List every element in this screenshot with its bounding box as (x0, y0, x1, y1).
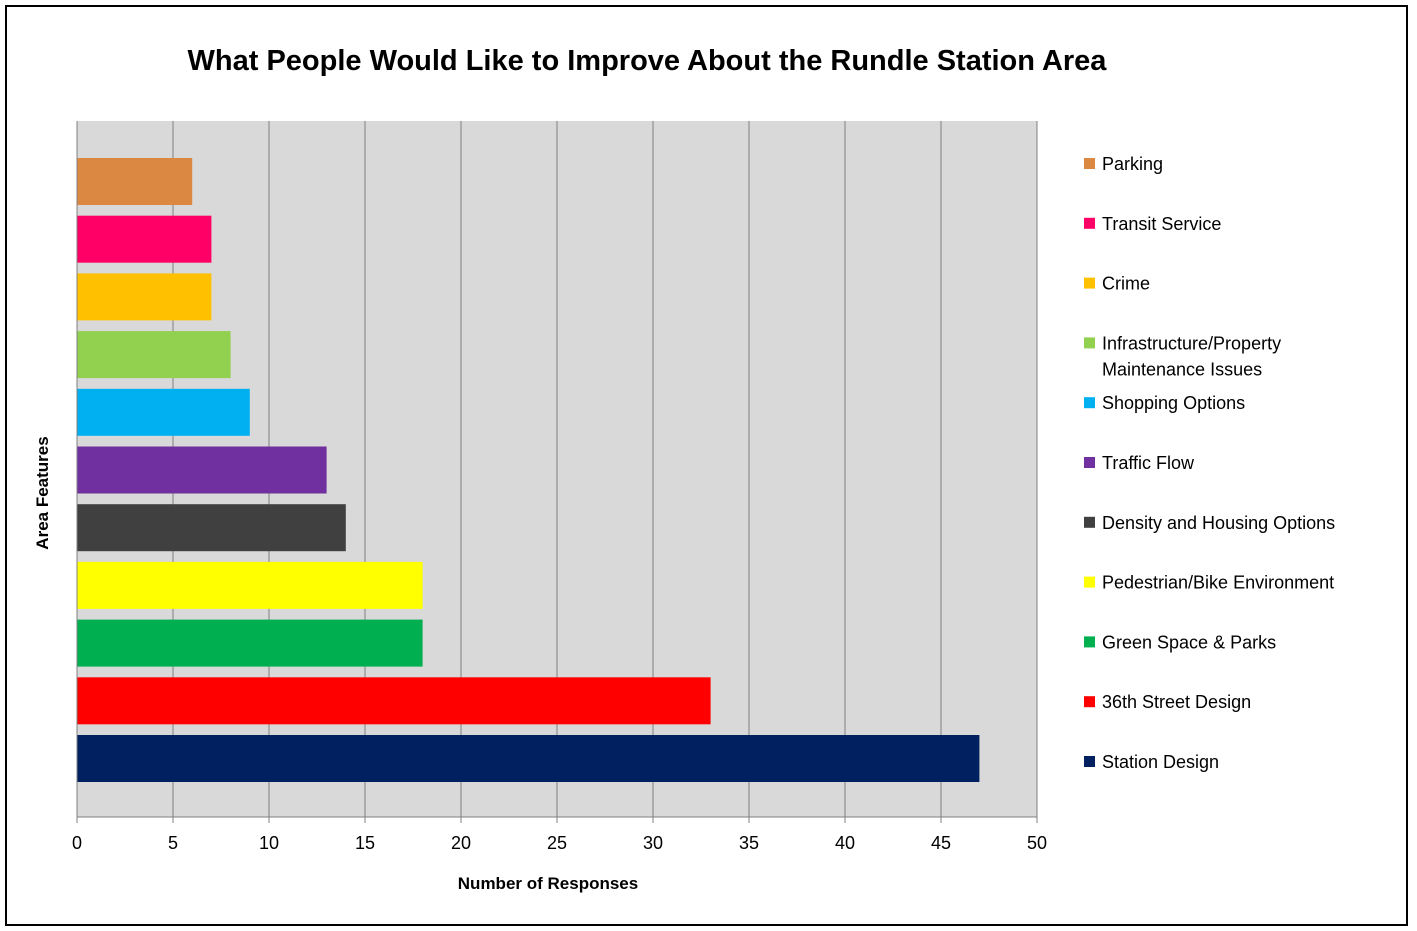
bar-crime (77, 273, 211, 320)
x-tick-label-30: 30 (643, 833, 663, 853)
legend-label-36th-street-design: 36th Street Design (1102, 692, 1251, 712)
legend-swatch-crime (1084, 278, 1095, 289)
legend-label-density-and-housing-options: Density and Housing Options (1102, 513, 1335, 533)
legend-label-shopping-options: Shopping Options (1102, 393, 1245, 413)
bar-chart: What People Would Like to Improve About … (7, 7, 1410, 928)
legend-swatch-shopping-options (1084, 397, 1095, 408)
bar-parking (77, 158, 192, 205)
bar-density-and-housing-options (77, 504, 346, 551)
legend-swatch-36th-street-design (1084, 696, 1095, 707)
legend-label-traffic-flow: Traffic Flow (1102, 453, 1195, 473)
legend-swatch-station-design (1084, 756, 1095, 767)
x-tick-label-5: 5 (168, 833, 178, 853)
legend-swatch-density-and-housing-options (1084, 517, 1095, 528)
legend-label-pedestrian-bike-environment: Pedestrian/Bike Environment (1102, 573, 1334, 593)
legend-swatch-pedestrian-bike-environment (1084, 577, 1095, 588)
bar-traffic-flow (77, 447, 327, 494)
bar-transit-service (77, 216, 211, 263)
legend-label-crime: Crime (1102, 274, 1150, 294)
x-axis-title: Number of Responses (458, 874, 638, 893)
bar-shopping-options (77, 389, 250, 436)
x-tick-label-20: 20 (451, 833, 471, 853)
x-tick-labels: 0 5 10 15 20 25 30 35 40 45 50 (72, 833, 1047, 853)
legend-label-station-design: Station Design (1102, 752, 1219, 772)
x-tick-label-15: 15 (355, 833, 375, 853)
x-tick-label-25: 25 (547, 833, 567, 853)
bar-infrastructure-property-maintenance-issues (77, 331, 231, 378)
chart-title: What People Would Like to Improve About … (188, 45, 1108, 77)
legend-label-infrastructure-property-maintenance-issues-line-1: Infrastructure/Property (1102, 333, 1281, 353)
legend-label-parking: Parking (1102, 154, 1163, 174)
legend-swatch-infrastructure-property-maintenance-issues (1084, 337, 1095, 348)
x-tick-label-10: 10 (259, 833, 279, 853)
legend-swatch-parking (1084, 158, 1095, 169)
x-tick-label-40: 40 (835, 833, 855, 853)
legend-swatch-transit-service (1084, 218, 1095, 229)
bar-pedestrian-bike-environment (77, 562, 423, 609)
legend: Parking Transit Service Crime Infrastructur… (1084, 154, 1335, 772)
legend-label-transit-service: Transit Service (1102, 214, 1221, 234)
x-tick-label-35: 35 (739, 833, 759, 853)
x-tick-label-50: 50 (1027, 833, 1047, 853)
legend-label-green-space-parks: Green Space & Parks (1102, 632, 1276, 652)
legend-swatch-green-space-parks (1084, 636, 1095, 647)
bar-station-design (77, 735, 979, 782)
x-tick-label-45: 45 (931, 833, 951, 853)
y-axis-title: Area Features (33, 436, 52, 549)
chart-frame: What People Would Like to Improve About … (5, 5, 1408, 926)
legend-swatch-traffic-flow (1084, 457, 1095, 468)
x-tick-label-0: 0 (72, 833, 82, 853)
legend-label-infrastructure-property-maintenance-issues-line-2: Maintenance Issues (1102, 359, 1262, 379)
bar-green-space-parks (77, 620, 423, 667)
bar-36th-street-design (77, 677, 711, 724)
